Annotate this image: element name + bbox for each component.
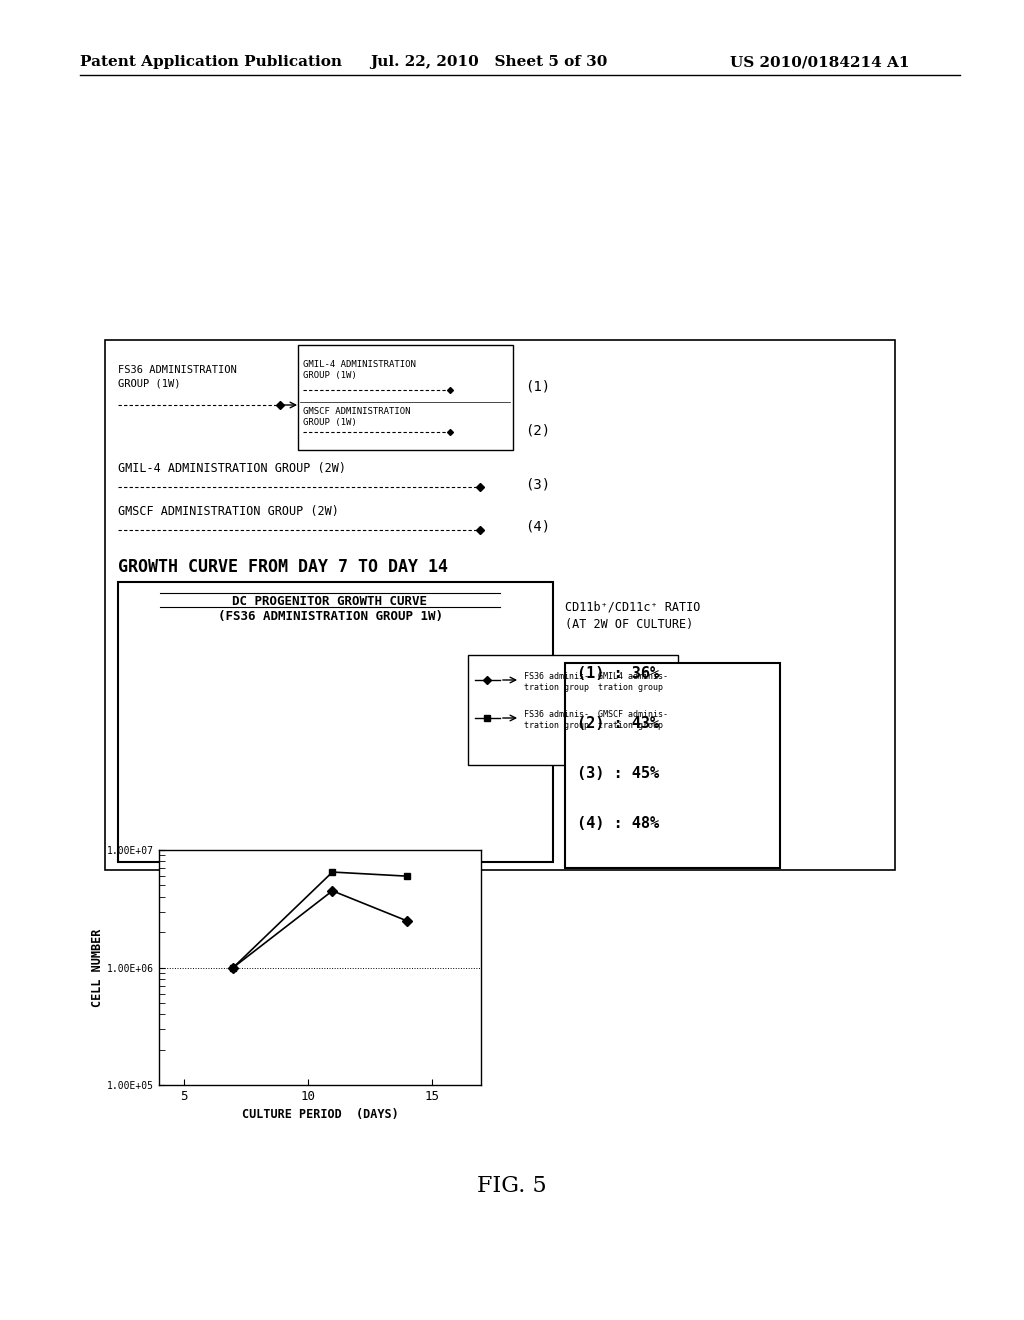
Text: DC PROGENITOR GROWTH CURVE: DC PROGENITOR GROWTH CURVE (232, 595, 427, 609)
Text: FS36 ADMINISTRATION
GROUP (1W): FS36 ADMINISTRATION GROUP (1W) (118, 366, 237, 388)
Text: FS36 adminis-
tration group: FS36 adminis- tration group (524, 710, 589, 730)
Text: GMSCF adminis-
tration group: GMSCF adminis- tration group (598, 710, 668, 730)
Text: GMSCF ADMINISTRATION
GROUP (1W): GMSCF ADMINISTRATION GROUP (1W) (303, 407, 411, 428)
Text: Patent Application Publication: Patent Application Publication (80, 55, 342, 69)
Text: GMSCF ADMINISTRATION GROUP (2W): GMSCF ADMINISTRATION GROUP (2W) (118, 506, 339, 517)
Text: GMIL-4 ADMINISTRATION
GROUP (1W): GMIL-4 ADMINISTRATION GROUP (1W) (303, 360, 416, 380)
Text: GROWTH CURVE FROM DAY 7 TO DAY 14: GROWTH CURVE FROM DAY 7 TO DAY 14 (118, 558, 449, 576)
Text: (1): (1) (525, 380, 550, 393)
Text: (4) : 48%: (4) : 48% (577, 816, 659, 830)
Text: GMIL-4 ADMINISTRATION GROUP (2W): GMIL-4 ADMINISTRATION GROUP (2W) (118, 462, 346, 475)
Bar (468, 655, 678, 766)
Bar (105, 341, 895, 870)
Bar (298, 345, 513, 450)
Text: (4): (4) (525, 520, 550, 535)
Text: US 2010/0184214 A1: US 2010/0184214 A1 (730, 55, 909, 69)
Text: (FS36 ADMINISTRATION GROUP 1W): (FS36 ADMINISTRATION GROUP 1W) (217, 610, 442, 623)
Text: (3): (3) (525, 477, 550, 491)
X-axis label: CULTURE PERIOD  (DAYS): CULTURE PERIOD (DAYS) (242, 1109, 398, 1122)
Text: (1) : 36%: (1) : 36% (577, 665, 659, 681)
Text: Jul. 22, 2010   Sheet 5 of 30: Jul. 22, 2010 Sheet 5 of 30 (370, 55, 607, 69)
Text: GMIL4 adminis-
tration group: GMIL4 adminis- tration group (598, 672, 668, 692)
Text: FS36 adminis-
tration group: FS36 adminis- tration group (524, 672, 589, 692)
Text: FIG. 5: FIG. 5 (477, 1175, 547, 1197)
Y-axis label: CELL NUMBER: CELL NUMBER (91, 928, 104, 1007)
Text: (3) : 45%: (3) : 45% (577, 766, 659, 780)
Bar (118, 582, 553, 862)
Text: (2): (2) (525, 422, 550, 437)
Text: (2) : 43%: (2) : 43% (577, 715, 659, 730)
Text: CD11b⁺/CD11c⁺ RATIO
(AT 2W OF CULTURE): CD11b⁺/CD11c⁺ RATIO (AT 2W OF CULTURE) (565, 601, 700, 631)
Bar (565, 663, 780, 869)
